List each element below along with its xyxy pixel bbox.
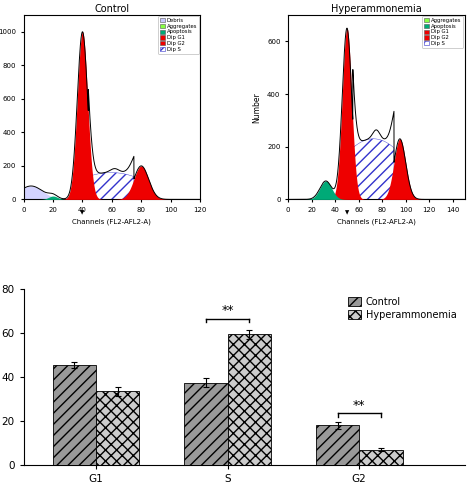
X-axis label: Channels (FL2-AFL2-A): Channels (FL2-AFL2-A) xyxy=(337,218,416,225)
Bar xyxy=(53,365,96,465)
Bar xyxy=(96,392,139,465)
Bar xyxy=(316,426,359,465)
Legend: Debris, Aggregates, Apoptosis, Dip G1, Dip G2, Dip S: Debris, Aggregates, Apoptosis, Dip G1, D… xyxy=(158,16,199,54)
Bar xyxy=(184,382,228,465)
Text: ▼: ▼ xyxy=(81,210,84,216)
Text: **: ** xyxy=(221,304,234,318)
Text: ▼: ▼ xyxy=(345,210,349,216)
Title: Control: Control xyxy=(94,4,129,14)
Legend: Control, Hyperammonemia: Control, Hyperammonemia xyxy=(345,294,460,322)
X-axis label: Channels (FL2-AFL2-A): Channels (FL2-AFL2-A) xyxy=(73,218,151,225)
Bar xyxy=(359,450,403,465)
Legend: Aggregates, Apoptosis, Dip G1, Dip G2, Dip S: Aggregates, Apoptosis, Dip G1, Dip G2, D… xyxy=(422,16,464,48)
Text: **: ** xyxy=(353,398,365,411)
Y-axis label: Number: Number xyxy=(253,92,262,122)
Bar xyxy=(228,334,271,465)
Title: Hyperammonemia: Hyperammonemia xyxy=(331,4,422,14)
